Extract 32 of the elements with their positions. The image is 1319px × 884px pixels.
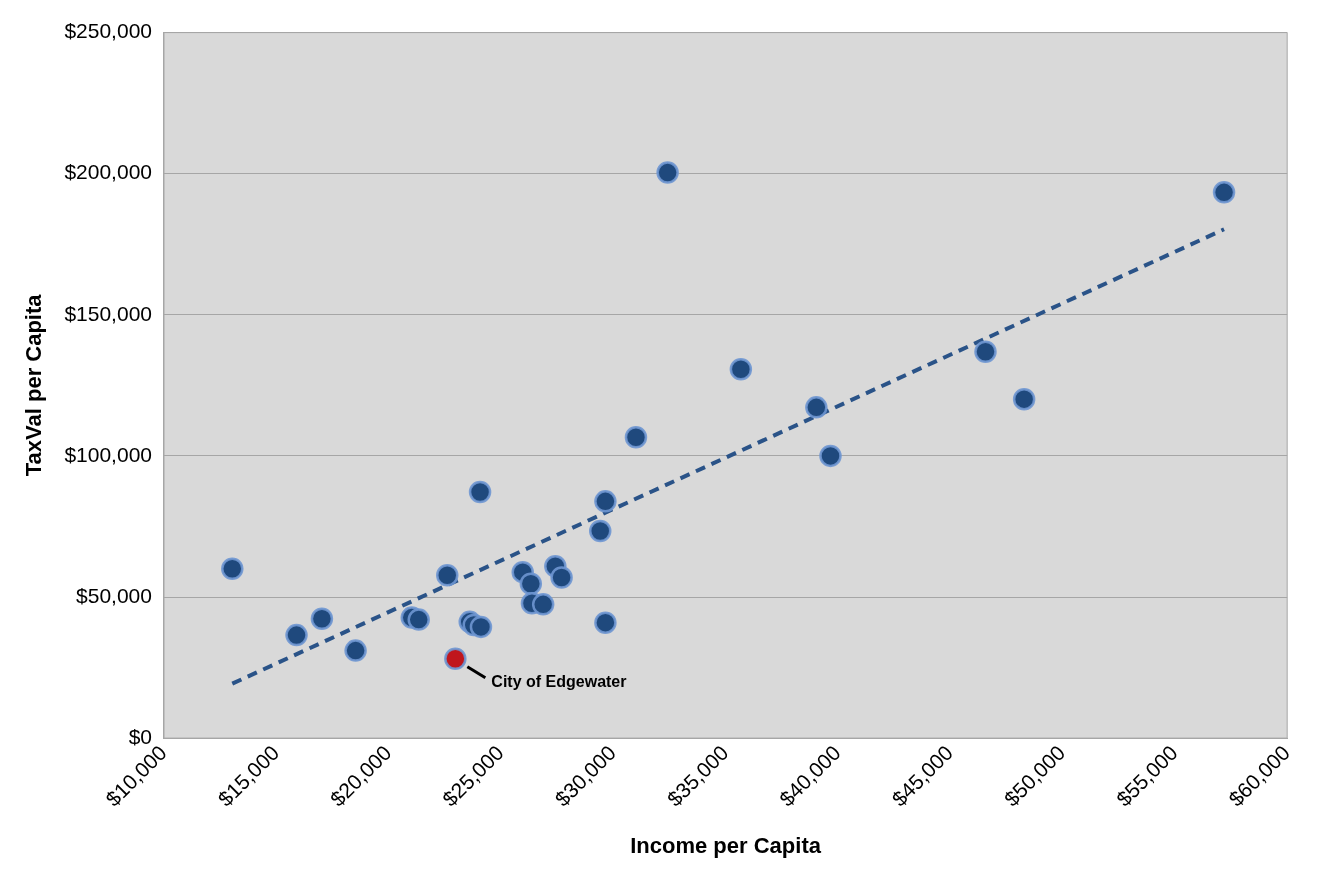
y-tick-label: $150,000	[64, 301, 152, 325]
point	[588, 519, 612, 543]
point	[468, 480, 492, 504]
point	[344, 639, 367, 662]
y-axis-title: TaxVal per Capita	[21, 293, 47, 477]
y-tick-label: $250,000	[64, 19, 152, 43]
point	[729, 358, 753, 381]
y-tick-label: $200,000	[64, 160, 152, 184]
point	[594, 490, 617, 513]
point	[656, 161, 679, 184]
point	[805, 396, 828, 419]
point	[444, 647, 467, 671]
point	[594, 611, 617, 634]
point	[436, 564, 459, 587]
point	[531, 593, 555, 616]
point	[819, 444, 842, 468]
annotation: City of Edgewater	[491, 673, 627, 691]
point	[624, 426, 648, 449]
y-tick-label: $0	[128, 724, 152, 748]
point	[310, 607, 334, 630]
point	[974, 340, 997, 364]
point	[1212, 181, 1236, 204]
point	[1012, 387, 1036, 411]
point	[407, 608, 430, 631]
point	[550, 566, 573, 589]
point	[221, 557, 244, 581]
point	[285, 623, 308, 647]
x-axis-title: Income per Capita	[630, 832, 822, 858]
point	[519, 572, 543, 595]
y-tick-label: $100,000	[64, 442, 152, 466]
y-tick-label: $50,000	[76, 583, 152, 607]
point	[469, 615, 493, 639]
